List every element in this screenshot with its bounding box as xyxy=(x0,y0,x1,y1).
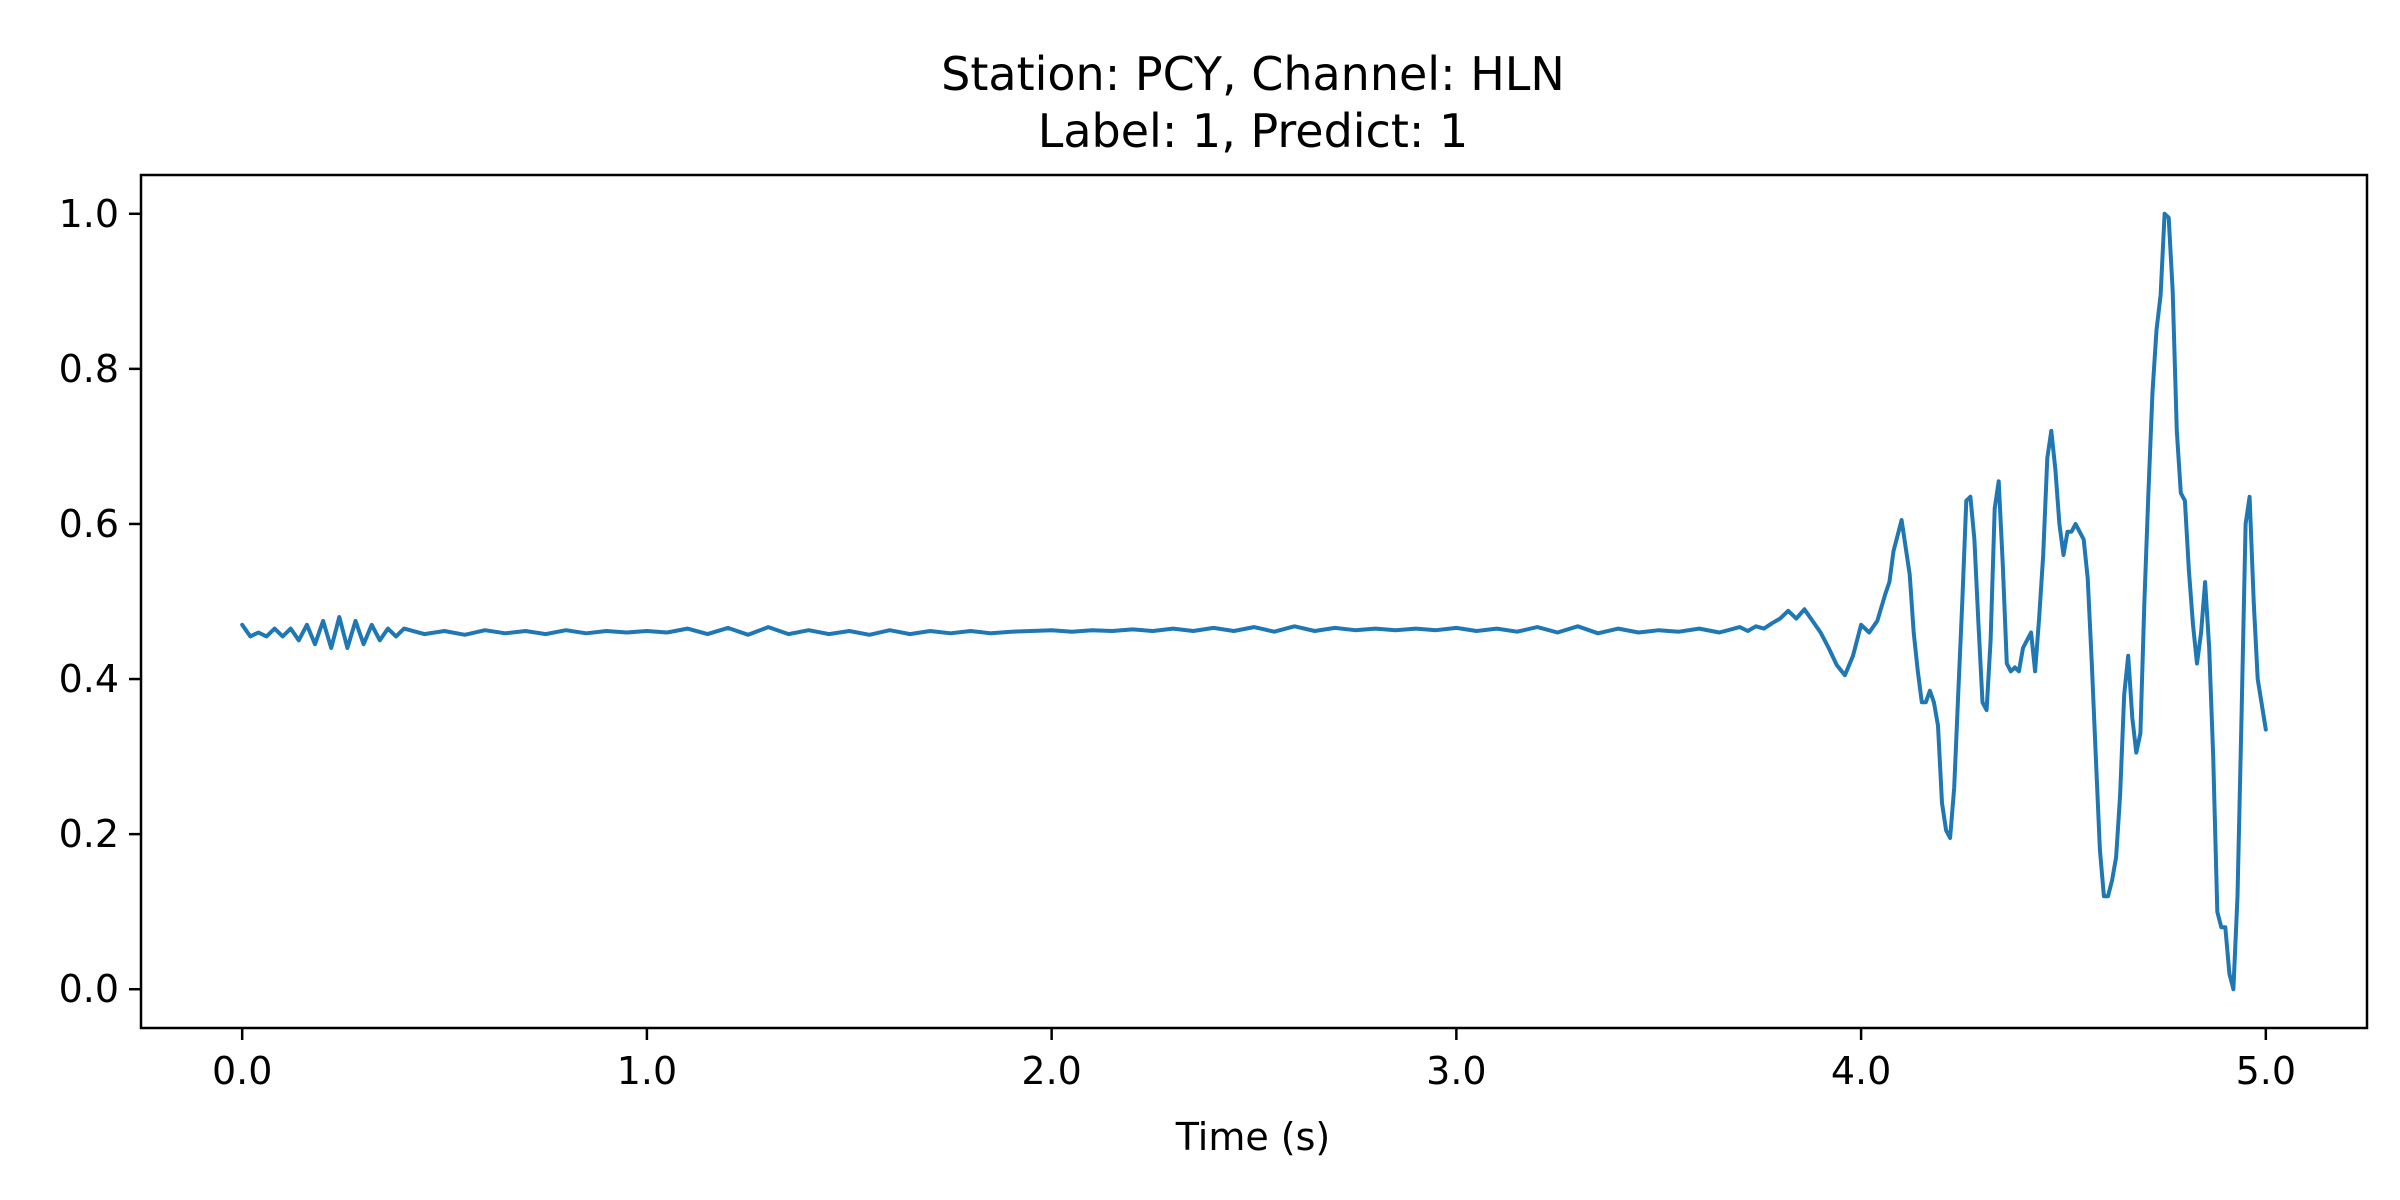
chart-title: Station: PCY, Channel: HLN xyxy=(941,47,1565,101)
y-tick-label: 1.0 xyxy=(59,192,119,236)
series-layer xyxy=(240,211,2268,992)
x-tick-label: 2.0 xyxy=(1021,1049,1081,1093)
x-axis: 0.0 1.0 2.0 3.0 4.0 5.0 xyxy=(212,1028,2296,1093)
x-tick-label: 0.0 xyxy=(212,1049,272,1093)
y-axis: 0.0 0.2 0.4 0.6 0.8 1.0 xyxy=(59,192,141,1011)
x-tick-label: 4.0 xyxy=(1831,1049,1891,1093)
y-tick-label: 0.2 xyxy=(59,812,119,856)
y-tick-label: 0.6 xyxy=(59,502,119,546)
y-tick-label: 0.0 xyxy=(59,967,119,1011)
series-line xyxy=(240,211,2268,992)
y-tick-label: 0.4 xyxy=(59,657,119,701)
x-axis-label: Time (s) xyxy=(1175,1115,1331,1159)
x-tick-label: 1.0 xyxy=(617,1049,677,1093)
plot-frame xyxy=(139,173,2369,1030)
x-tick-label: 5.0 xyxy=(2236,1049,2296,1093)
chart-subtitle: Label: 1, Predict: 1 xyxy=(1038,104,1469,158)
x-tick-label: 3.0 xyxy=(1426,1049,1486,1093)
y-tick-label: 0.8 xyxy=(59,347,119,391)
